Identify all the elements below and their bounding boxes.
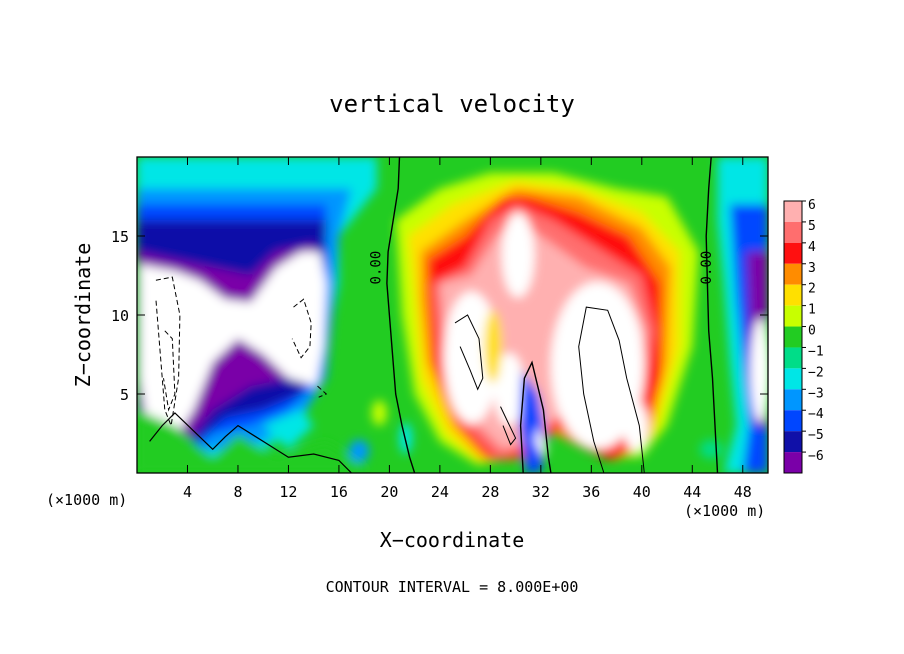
- x-unit-right: (×1000 m): [684, 502, 765, 520]
- field-region: [263, 409, 314, 450]
- colorbar-swatch: [784, 431, 802, 453]
- colorbar-label: 0: [808, 324, 816, 339]
- field-region: [371, 400, 387, 426]
- colorbar-swatch: [784, 284, 802, 306]
- x-tick-label: 8: [233, 483, 242, 501]
- contour-line: [454, 314, 484, 391]
- contour-line: [519, 360, 552, 473]
- x-tick-label: 20: [380, 483, 398, 501]
- x-axis-ticks: 4 8 12 16 20 24 28 32 36 40 44 48: [183, 157, 752, 501]
- x-tick-label: 16: [330, 483, 348, 501]
- x-tick-label: 32: [532, 483, 550, 501]
- colorbar: 6 5 4 3 2 1 0 −1 −2 −3 −4 −5 −6: [783, 198, 824, 474]
- colorbar-swatch: [784, 410, 802, 432]
- colorbar-swatch: [784, 305, 802, 327]
- field-region: [399, 422, 413, 455]
- field-region: [622, 400, 649, 451]
- x-tick-label: 4: [183, 483, 192, 501]
- contour-line: [291, 298, 312, 359]
- field-region: [349, 439, 370, 462]
- colorbar-label: −2: [808, 365, 824, 380]
- colorbar-label: −3: [808, 386, 824, 401]
- contour-label: 0.00: [369, 251, 385, 285]
- plot-area: [137, 157, 768, 473]
- y-axis-label: Z−coordinate: [71, 243, 95, 388]
- colorbar-swatch: [784, 389, 802, 411]
- field-region: [699, 439, 723, 459]
- x-tick-label: 28: [481, 483, 499, 501]
- colorbar-label: 6: [808, 198, 816, 213]
- field-region: [137, 409, 365, 473]
- colorbar-swatch: [784, 326, 802, 348]
- contour-interval-note: CONTOUR INTERVAL = 8.000E+00: [326, 578, 579, 596]
- field-region: [139, 251, 327, 450]
- x-axis-label: X−coordinate: [380, 528, 525, 552]
- x-unit-left: (×1000 m): [46, 491, 127, 509]
- field-region: [484, 310, 502, 383]
- x-tick-label: 12: [279, 483, 297, 501]
- contour-line: [578, 306, 645, 473]
- contour-line: [149, 412, 352, 473]
- colorbar-label: −1: [808, 344, 824, 359]
- x-tick-label: 24: [431, 483, 449, 501]
- colorbar-label: −5: [808, 428, 824, 443]
- colorbar-swatch: [784, 201, 802, 222]
- field-region: [501, 212, 535, 298]
- contour-line: [317, 385, 328, 398]
- colorbar-label: 3: [808, 261, 816, 276]
- colorbar-label: 4: [808, 240, 816, 255]
- x-tick-label: 48: [734, 483, 752, 501]
- colorbar-label: −4: [808, 407, 824, 422]
- contour-line: [386, 157, 416, 473]
- field-region: [550, 281, 645, 450]
- x-tick-label: 36: [582, 483, 600, 501]
- contour-line: [163, 330, 176, 412]
- chart-title: vertical velocity: [329, 90, 575, 118]
- colorbar-swatch: [784, 368, 802, 390]
- colorbar-label: 2: [808, 282, 816, 297]
- colorbar-label: 1: [808, 303, 816, 318]
- contour-labels: 0.00 0.00: [369, 251, 716, 285]
- y-tick-label: 5: [120, 386, 129, 404]
- colorbar-swatch: [784, 347, 802, 369]
- colorbar-swatch: [784, 242, 802, 264]
- field-region: [443, 291, 500, 425]
- y-axis-ticks: 5 10 15: [111, 228, 768, 404]
- contour-line: [155, 276, 181, 428]
- colorbar-swatch: [784, 452, 802, 473]
- y-tick-label: 10: [111, 307, 129, 325]
- field-region: [494, 352, 525, 426]
- y-tick-label: 15: [111, 228, 129, 246]
- contour-label: 0.00: [699, 251, 715, 285]
- x-tick-label: 44: [683, 483, 701, 501]
- contour-line: [705, 157, 719, 473]
- colorbar-frame: [783, 200, 803, 474]
- velocity-field: [137, 157, 768, 473]
- contour-lines: [149, 157, 719, 473]
- colorbar-swatch: [784, 221, 802, 243]
- contour-line: [500, 406, 517, 446]
- colorbar-label: −6: [808, 449, 824, 464]
- colorbar-swatch: [784, 263, 802, 285]
- field-region: [534, 425, 548, 458]
- field-region: [750, 318, 768, 423]
- colorbar-label: 5: [808, 219, 816, 234]
- x-tick-label: 40: [633, 483, 651, 501]
